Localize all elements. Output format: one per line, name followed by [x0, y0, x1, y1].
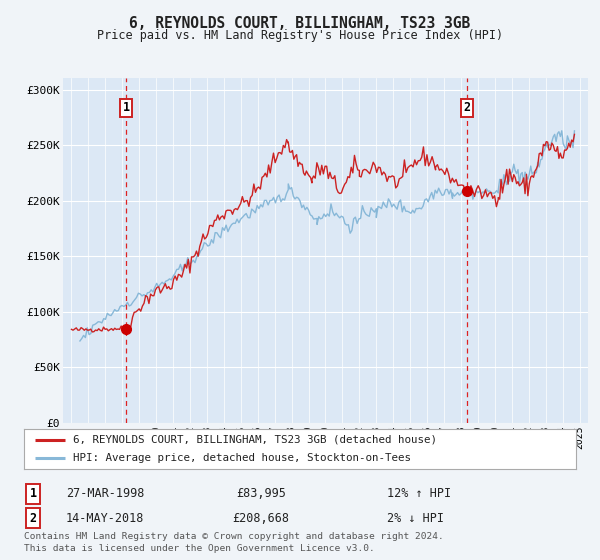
Text: 1: 1: [122, 101, 130, 114]
Text: Contains HM Land Registry data © Crown copyright and database right 2024.: Contains HM Land Registry data © Crown c…: [24, 532, 444, 541]
Text: Price paid vs. HM Land Registry's House Price Index (HPI): Price paid vs. HM Land Registry's House …: [97, 29, 503, 42]
Text: £208,668: £208,668: [233, 511, 290, 525]
Text: 12% ↑ HPI: 12% ↑ HPI: [387, 487, 451, 501]
Text: 6, REYNOLDS COURT, BILLINGHAM, TS23 3GB (detached house): 6, REYNOLDS COURT, BILLINGHAM, TS23 3GB …: [73, 435, 437, 445]
Text: 14-MAY-2018: 14-MAY-2018: [66, 511, 144, 525]
Text: 27-MAR-1998: 27-MAR-1998: [66, 487, 144, 501]
Text: 2: 2: [464, 101, 471, 114]
Text: This data is licensed under the Open Government Licence v3.0.: This data is licensed under the Open Gov…: [24, 544, 375, 553]
Text: HPI: Average price, detached house, Stockton-on-Tees: HPI: Average price, detached house, Stoc…: [73, 454, 410, 463]
Text: £83,995: £83,995: [236, 487, 286, 501]
Text: 2% ↓ HPI: 2% ↓ HPI: [387, 511, 444, 525]
Text: 6, REYNOLDS COURT, BILLINGHAM, TS23 3GB: 6, REYNOLDS COURT, BILLINGHAM, TS23 3GB: [130, 16, 470, 31]
Text: 1: 1: [29, 487, 37, 501]
Text: 2: 2: [29, 511, 37, 525]
